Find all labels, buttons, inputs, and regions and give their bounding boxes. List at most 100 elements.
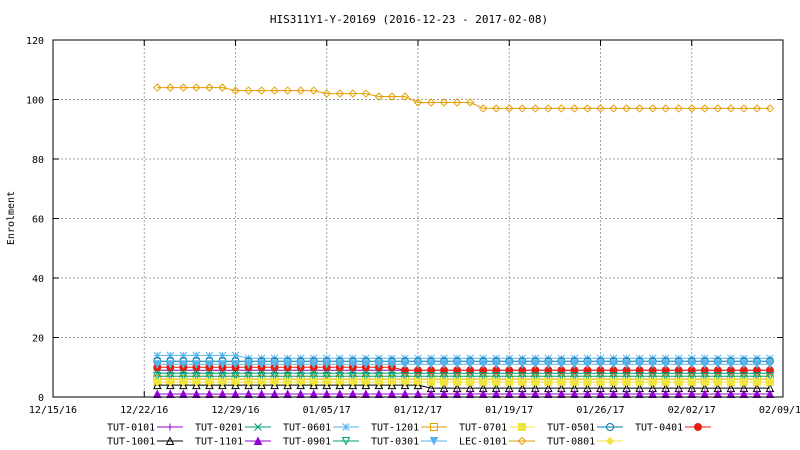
- y-tick-label: 80: [32, 155, 44, 166]
- data-point-tut-1101: [596, 389, 605, 399]
- data-point-tut-1001: [283, 380, 292, 390]
- data-point-tut-0601: [296, 354, 305, 363]
- data-point-lec-0101: [739, 104, 749, 113]
- data-point-tut-1001: [413, 380, 423, 390]
- data-point-tut-1101: [478, 389, 488, 399]
- data-point-tut-0801: [218, 377, 227, 387]
- data-point-tut-0801: [765, 377, 775, 387]
- data-point-tut-0801: [570, 377, 579, 387]
- data-point-tut-0901: [348, 372, 358, 381]
- legend-label: TUT-0401: [635, 423, 683, 434]
- x-tick-label: 02/09/17: [759, 405, 800, 416]
- data-point-tut-0301: [752, 360, 762, 369]
- legend-marker: [166, 423, 174, 431]
- data-point-lec-0101: [765, 104, 775, 113]
- data-point-tut-1101: [283, 389, 292, 399]
- data-point-tut-1101: [374, 389, 384, 399]
- data-point-tut-0601: [635, 354, 644, 363]
- data-point-tut-0301: [609, 360, 618, 369]
- data-point-tut-0601: [192, 351, 201, 360]
- data-point-tut-1001: [387, 380, 397, 390]
- data-point-tut-0901: [517, 372, 527, 381]
- data-point-lec-0101: [570, 104, 579, 113]
- data-point-tut-0901: [322, 372, 332, 381]
- y-axis-label: Enrolment: [6, 191, 17, 245]
- data-point-tut-1101: [335, 389, 345, 399]
- data-point-tut-0901: [687, 372, 697, 381]
- data-point-tut-1101: [635, 389, 644, 399]
- data-point-tut-0601: [166, 351, 175, 360]
- data-point-tut-0301: [192, 360, 201, 369]
- data-point-tut-0801: [439, 377, 449, 387]
- data-point-tut-0601: [283, 354, 292, 363]
- data-point-tut-0901: [152, 372, 162, 381]
- data-point-lec-0101: [205, 83, 214, 92]
- y-tick-label: 40: [32, 274, 44, 285]
- data-point-tut-1101: [517, 389, 527, 399]
- data-point-tut-0901: [296, 372, 305, 381]
- data-point-tut-0301: [231, 360, 240, 369]
- data-point-lec-0101: [192, 83, 201, 92]
- data-point-tut-0801: [648, 377, 657, 387]
- data-point-lec-0101: [257, 86, 266, 95]
- data-point-tut-0601: [557, 354, 566, 363]
- legend-label: TUT-1001: [107, 437, 155, 448]
- data-point-tut-0601: [544, 354, 553, 363]
- data-point-tut-0901: [179, 372, 188, 381]
- data-point-tut-0901: [765, 372, 775, 381]
- data-point-tut-1101: [205, 389, 214, 399]
- data-point-tut-0801: [348, 377, 358, 387]
- data-point-tut-0901: [752, 372, 762, 381]
- data-point-tut-0901: [596, 372, 605, 381]
- data-point-tut-1001: [179, 380, 188, 390]
- legend-marker: [253, 436, 263, 445]
- data-point-tut-0601: [700, 354, 709, 363]
- data-point-lec-0101: [687, 104, 696, 113]
- legend-item: TUT-0301: [371, 437, 447, 448]
- legend-marker: [430, 423, 438, 431]
- plot-frame: [52, 39, 784, 398]
- data-point-tut-0301: [361, 360, 371, 369]
- data-point-tut-1001: [257, 380, 266, 390]
- data-point-tut-0601: [322, 354, 331, 363]
- data-point-tut-0901: [674, 372, 684, 381]
- data-point-tut-0801: [478, 377, 488, 387]
- data-point-tut-0801: [257, 377, 266, 387]
- data-point-tut-0601: [179, 351, 188, 360]
- axes: 0 20 40 60 80 100 120 12/15/16 12/22/16 12/29/16 0…: [26, 36, 800, 416]
- data-point-tut-0801: [283, 377, 292, 387]
- data-point-tut-0601: [727, 354, 735, 363]
- data-point-tut-1101: [544, 389, 553, 399]
- data-point-tut-0601: [388, 354, 396, 363]
- x-tick-label: 02/02/17: [668, 405, 716, 416]
- data-point-tut-1101: [270, 389, 279, 399]
- data-point-lec-0101: [322, 89, 331, 98]
- data-point-tut-0901: [361, 372, 371, 381]
- data-point-tut-0301: [335, 360, 345, 369]
- series-tut-0401: [153, 363, 774, 375]
- y-tick-label: 120: [26, 36, 44, 47]
- data-point-tut-0901: [335, 372, 345, 381]
- data-point-lec-0101: [492, 104, 501, 113]
- data-point-lec-0101: [413, 98, 423, 107]
- data-point-lec-0101: [348, 89, 358, 98]
- data-point-tut-1101: [322, 389, 332, 399]
- data-point-tut-0301: [218, 360, 227, 369]
- legend-label: TUT-0201: [195, 423, 243, 434]
- data-point-tut-1101: [557, 389, 566, 399]
- data-point-lec-0101: [752, 104, 762, 113]
- data-point-tut-0801: [544, 377, 553, 387]
- data-point-tut-0801: [726, 377, 736, 387]
- data-point-lec-0101: [505, 104, 514, 113]
- data-point-lec-0101: [231, 86, 240, 95]
- legend-label: TUT-0901: [283, 437, 331, 448]
- data-point-tut-1101: [726, 389, 736, 399]
- data-point-tut-1101: [687, 389, 697, 399]
- data-point-tut-1101: [583, 389, 592, 399]
- data-point-tut-0301: [648, 360, 657, 369]
- y-tick-label: 0: [38, 393, 44, 404]
- data-point-tut-1001: [192, 380, 201, 390]
- data-point-tut-0601: [492, 354, 501, 363]
- legend-item: TUT-0501: [547, 423, 623, 434]
